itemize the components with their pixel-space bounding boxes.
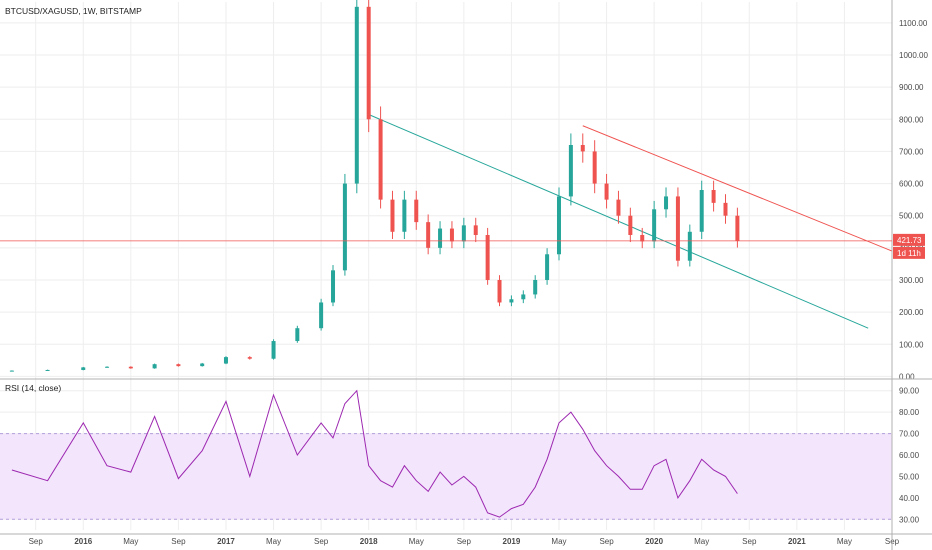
- candle-body: [105, 366, 110, 368]
- x-tick-label: Sep: [29, 537, 44, 546]
- candle-body: [604, 183, 609, 200]
- candle-body: [414, 199, 419, 223]
- x-tick-label: 2019: [503, 537, 521, 546]
- candle-body: [497, 279, 502, 303]
- price-y-tick-label: 800.00: [899, 115, 924, 124]
- x-tick-label: 2017: [217, 537, 235, 546]
- trendline: [582, 125, 893, 252]
- price-y-tick-label: 500.00: [899, 212, 924, 221]
- candle-body: [331, 270, 336, 303]
- candle-body: [628, 215, 633, 235]
- price-chart-title: BTCUSD/XAGUSD, 1W, BITSTAMP: [5, 6, 142, 16]
- candle-body: [378, 119, 383, 200]
- candle-body: [295, 328, 300, 342]
- price-y-tick-label: 200.00: [899, 308, 924, 317]
- candle-body: [545, 254, 550, 280]
- candle-body: [247, 357, 252, 359]
- candle-body: [271, 341, 276, 359]
- candle-body: [699, 190, 704, 232]
- candle-body: [438, 228, 443, 248]
- rsi-y-tick-label: 50.00: [899, 472, 920, 481]
- x-tick-label: 2018: [360, 537, 378, 546]
- price-badge: [893, 233, 925, 246]
- candle-body: [449, 228, 454, 242]
- price-y-tick-label: 1000.00: [899, 51, 928, 60]
- candle-body: [521, 294, 526, 300]
- x-tick-label: 2016: [74, 537, 92, 546]
- rsi-y-tick-label: 60.00: [899, 451, 920, 460]
- candle-body: [402, 199, 407, 232]
- candle-body: [509, 299, 514, 303]
- candle-body: [9, 370, 14, 372]
- x-tick-label: May: [837, 537, 852, 546]
- rsi-title: RSI (14, close): [5, 383, 61, 393]
- price-y-tick-label: 700.00: [899, 147, 924, 156]
- candle-body: [616, 199, 621, 216]
- candle-body: [687, 231, 692, 261]
- candle-body: [711, 190, 716, 203]
- candle-body: [81, 367, 86, 370]
- candle-body: [342, 183, 347, 271]
- x-tick-label: 2021: [788, 537, 806, 546]
- candle-body: [735, 215, 740, 241]
- price-badge-label: 421.73: [897, 236, 922, 245]
- x-tick-label: Sep: [314, 537, 329, 546]
- x-tick-label: May: [551, 537, 566, 546]
- candle-body: [556, 196, 561, 255]
- price-y-tick-label: 600.00: [899, 180, 924, 189]
- candle-body: [723, 202, 728, 216]
- candle-body: [128, 366, 133, 369]
- rsi-y-tick-label: 30.00: [899, 515, 920, 524]
- rsi-y-tick-label: 40.00: [899, 494, 920, 503]
- candle-body: [568, 145, 573, 197]
- candle-body: [390, 199, 395, 232]
- candle-body: [473, 225, 478, 235]
- price-y-tick-label: 1100.00: [899, 19, 928, 28]
- price-y-tick-label: 300.00: [899, 276, 924, 285]
- candle-body: [319, 302, 324, 329]
- candle-body: [366, 6, 371, 120]
- candle-body: [354, 6, 359, 184]
- x-tick-label: 2020: [645, 537, 663, 546]
- candle-body: [426, 222, 431, 248]
- countdown-badge: [893, 246, 925, 259]
- candle-body: [200, 363, 205, 367]
- x-tick-label: Sep: [171, 537, 186, 546]
- x-tick-label: May: [409, 537, 424, 546]
- candle-body: [640, 234, 645, 242]
- candle-body: [485, 234, 490, 280]
- rsi-y-tick-label: 70.00: [899, 430, 920, 439]
- rsi-band-area: [0, 433, 892, 520]
- price-y-tick-label: 900.00: [899, 83, 924, 92]
- candle-body: [664, 196, 669, 210]
- candles: [9, 0, 740, 372]
- candle-body: [152, 364, 157, 369]
- candle-body: [461, 225, 466, 242]
- candle-body: [675, 196, 680, 261]
- price-y-tick-label: 100.00: [899, 340, 924, 349]
- x-tick-label: May: [266, 537, 281, 546]
- candle-body: [652, 209, 657, 242]
- rsi-y-tick-label: 80.00: [899, 408, 920, 417]
- candle-body: [533, 279, 538, 295]
- candle-body: [176, 364, 181, 367]
- candle-body: [223, 357, 228, 364]
- countdown-label: 1d 11h: [897, 249, 921, 258]
- candle-body: [592, 151, 597, 184]
- x-tick-label: May: [123, 537, 138, 546]
- rsi-band: [0, 433, 892, 520]
- x-tick-label: Sep: [457, 537, 472, 546]
- candle-body: [580, 145, 585, 152]
- rsi-line: [11, 389, 738, 518]
- x-tick-label: Sep: [742, 537, 757, 546]
- rsi-y-tick-label: 90.00: [899, 387, 920, 396]
- candle-body: [45, 369, 50, 371]
- x-tick-label: May: [694, 537, 709, 546]
- price-y-tick-label: 0.00: [899, 372, 915, 381]
- x-tick-label: Sep: [599, 537, 614, 546]
- rsi-series-line: [11, 389, 738, 518]
